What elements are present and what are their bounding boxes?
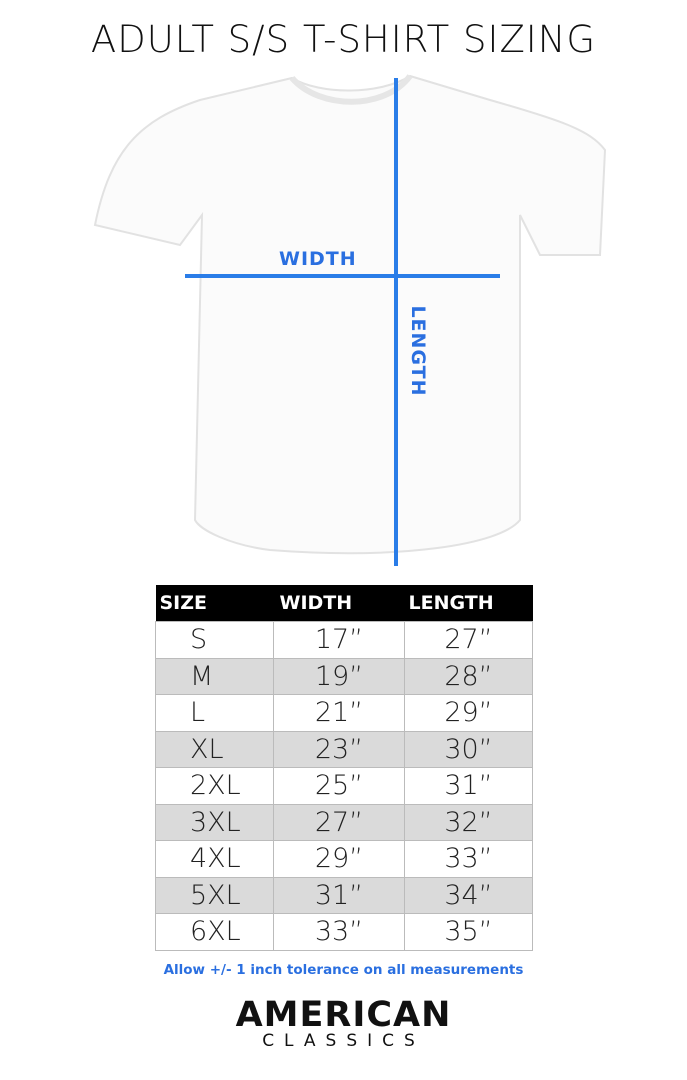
size-table: SIZE WIDTH LENGTH S 17” 27” M 19” 28” L 21” 29” X… — [155, 585, 533, 951]
table-row: XL 23” 30” — [155, 730, 533, 768]
width-cell: 19” — [273, 657, 405, 695]
table-header: SIZE WIDTH LENGTH — [155, 585, 533, 622]
size-cell: XL — [155, 730, 274, 768]
logo-classics: CLASSICS — [262, 1031, 425, 1051]
size-cell: L — [155, 694, 274, 732]
table-row: 3XL 27” 32” — [155, 803, 533, 841]
width-cell: 23” — [273, 730, 405, 768]
length-cell: 33” — [404, 840, 533, 878]
width-cell: 21” — [273, 694, 405, 732]
width-cell: 27” — [273, 803, 405, 841]
length-cell: 27” — [404, 621, 533, 659]
length-cell: 31” — [404, 767, 533, 805]
header-size: SIZE — [155, 585, 274, 622]
length-cell: 28” — [404, 657, 533, 695]
page-title: ADULT S/S T-SHIRT SIZING — [90, 18, 597, 61]
table-row: 6XL 33” 35” — [155, 913, 533, 951]
table-row: 4XL 29” 33” — [155, 840, 533, 878]
width-cell: 33” — [273, 913, 405, 951]
length-cell: 35” — [404, 913, 533, 951]
size-cell: 2XL — [155, 767, 274, 805]
size-cell: M — [155, 657, 274, 695]
length-cell: 32” — [404, 803, 533, 841]
table-row: L 21” 29” — [155, 694, 533, 732]
size-cell: 5XL — [155, 876, 274, 914]
length-cell: 29” — [404, 694, 533, 732]
tolerance-note: Allow +/- 1 inch tolerance on all measur… — [163, 962, 524, 978]
header-width: WIDTH — [273, 585, 405, 622]
table-row: 5XL 31” 34” — [155, 876, 533, 914]
logo-american: AMERICAN — [235, 995, 452, 1035]
length-cell: 30” — [404, 730, 533, 768]
table-row: M 19” 28” — [155, 657, 533, 695]
width-cell: 31” — [273, 876, 405, 914]
table-row: 2XL 25” 31” — [155, 767, 533, 805]
length-cell: 34” — [404, 876, 533, 914]
width-cell: 17” — [273, 621, 405, 659]
header-length: LENGTH — [404, 585, 533, 622]
tshirt-diagram — [93, 74, 607, 566]
width-cell: 29” — [273, 840, 405, 878]
width-label: WIDTH — [279, 248, 357, 270]
length-label: LENGTH — [407, 305, 429, 397]
table-row: S 17” 27” — [155, 621, 533, 659]
size-cell: S — [155, 621, 274, 659]
size-cell: 6XL — [155, 913, 274, 951]
size-cell: 3XL — [155, 803, 274, 841]
size-cell: 4XL — [155, 840, 274, 878]
tshirt-collar — [289, 74, 413, 105]
width-cell: 25” — [273, 767, 405, 805]
tshirt-shape — [93, 74, 607, 555]
